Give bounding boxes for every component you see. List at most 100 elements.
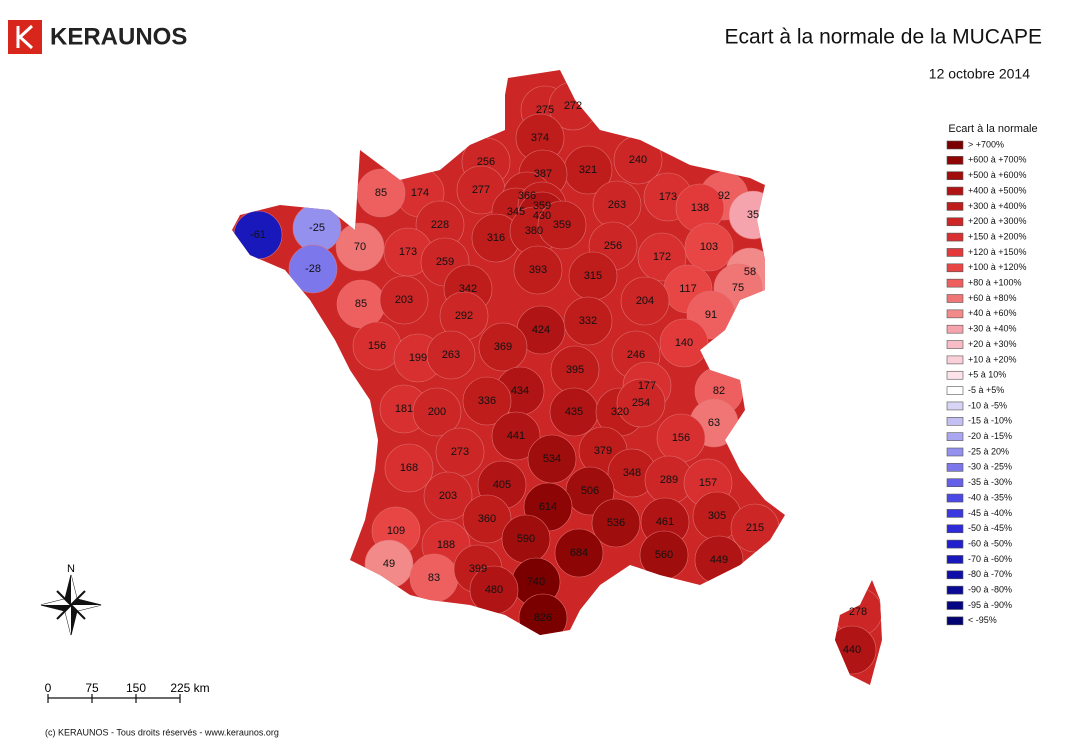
department-value: 405 [493, 479, 511, 491]
department-value: 440 [843, 644, 861, 656]
department-value: 82 [713, 385, 725, 397]
legend-label: -50 à -45% [968, 523, 1012, 533]
compass: N [40, 563, 102, 636]
department-value: 203 [395, 294, 413, 306]
department-value: 684 [570, 547, 588, 559]
logo-icon [16, 24, 34, 50]
legend-swatch [946, 616, 964, 626]
department-value: 380 [525, 225, 543, 237]
department [527, 434, 577, 484]
department-value: 614 [539, 501, 557, 513]
department-value: 424 [532, 324, 550, 336]
label-layer: 275 272 374 256 321 240 387 174 277 366 173 92 85 263… [250, 100, 867, 656]
department [412, 387, 462, 437]
legend-swatch [946, 539, 964, 549]
department [563, 296, 613, 346]
department-value: 374 [531, 132, 549, 144]
footer: (c) KERAUNOS - Tous droits réservés - ww… [45, 727, 279, 737]
logo-text: KERAUNOS [50, 23, 187, 50]
legend-swatch [946, 355, 964, 365]
department-value: 83 [428, 572, 440, 584]
legend-swatch [946, 463, 964, 472]
legend-swatch [946, 294, 964, 303]
scale-label: 150 [126, 681, 146, 695]
department-value: 174 [411, 187, 429, 199]
department-value: -25 [309, 222, 325, 234]
department-value: 85 [375, 187, 387, 199]
legend-label: +10 à +20% [968, 354, 1017, 364]
department [659, 318, 709, 368]
department-value: 63 [708, 417, 720, 429]
department [478, 322, 528, 372]
legend-label: -80 à -70% [968, 569, 1012, 579]
department-value: 58 [744, 266, 756, 278]
department-value: 173 [399, 246, 417, 258]
legend-swatch [946, 309, 964, 319]
department-value: 316 [487, 232, 505, 244]
legend-swatch [946, 156, 964, 165]
legend-swatch [946, 263, 964, 273]
department-value: 277 [472, 184, 490, 196]
department-value: 430 [533, 210, 551, 222]
department-value: 399 [469, 563, 487, 575]
scale-label: 0 [45, 681, 52, 695]
legend: > +700% +600 à +700% +500 à +600% +400 à +5… [946, 139, 1027, 626]
department-value: 228 [431, 219, 449, 231]
department-value: 449 [710, 554, 728, 566]
department [335, 222, 385, 272]
department-value: 263 [442, 349, 460, 361]
department-value: 256 [604, 240, 622, 252]
department-value: 181 [395, 403, 413, 415]
department-value: 215 [746, 522, 764, 534]
department-value: 263 [608, 199, 626, 211]
legend-label: +20 à +30% [968, 339, 1017, 349]
department-value: 536 [607, 517, 625, 529]
department [426, 330, 476, 380]
legend-swatch [946, 186, 964, 196]
department-value: 441 [507, 430, 525, 442]
legend-swatch [946, 493, 964, 503]
department-value: 203 [439, 490, 457, 502]
legend-label: +400 à +500% [968, 185, 1027, 195]
department-value: 173 [659, 191, 677, 203]
scale-label: 75 [85, 681, 99, 695]
region-layer [232, 70, 882, 685]
legend-label: +600 à +700% [968, 155, 1027, 165]
legend-label: -10 à -5% [968, 400, 1007, 410]
department-value: 360 [478, 513, 496, 525]
department-value: 246 [627, 349, 645, 361]
legend-label: +300 à +400% [968, 201, 1027, 211]
legend-swatch [946, 524, 964, 534]
legend-label: < -95% [968, 615, 997, 625]
department-value: 332 [579, 315, 597, 327]
department-value: 168 [400, 462, 418, 474]
compass-north: N [67, 563, 75, 575]
legend-swatch [946, 401, 964, 411]
legend-swatch [946, 478, 964, 488]
department-value: 826 [534, 612, 552, 624]
legend-label: -35 à -30% [968, 477, 1012, 487]
department-value: 172 [653, 251, 671, 263]
department-value: 336 [478, 395, 496, 407]
legend-label: +60 à +80% [968, 293, 1017, 303]
department-value: 188 [437, 539, 455, 551]
department-value: 278 [849, 606, 867, 618]
department-value: 359 [553, 219, 571, 231]
department-value: 387 [534, 168, 552, 180]
legend-label: -25 à 20% [968, 446, 1009, 456]
department-value: 200 [428, 406, 446, 418]
department-value: 117 [679, 283, 697, 295]
department [491, 411, 541, 461]
department-value: 740 [527, 576, 545, 588]
department-value: 359 [533, 200, 551, 212]
department-value: 369 [494, 341, 512, 353]
department [554, 528, 604, 578]
department-value: 379 [594, 445, 612, 457]
legend-label: -70 à -60% [968, 554, 1012, 564]
department-value: 315 [584, 270, 602, 282]
department-value: 534 [543, 453, 561, 465]
department-value: 256 [477, 156, 495, 168]
department [462, 494, 512, 544]
department-value: 480 [485, 584, 503, 596]
